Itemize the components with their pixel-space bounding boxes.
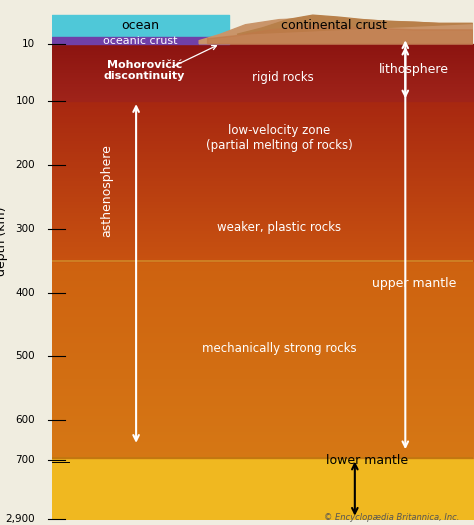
Text: © Encyclopædia Britannica, Inc.: © Encyclopædia Britannica, Inc. — [324, 513, 460, 522]
Text: low-velocity zone
(partial melting of rocks): low-velocity zone (partial melting of ro… — [206, 124, 353, 152]
Text: 2,900: 2,900 — [6, 513, 35, 523]
Polygon shape — [237, 15, 473, 34]
Polygon shape — [208, 26, 473, 44]
Text: 600: 600 — [16, 415, 35, 425]
Text: 700: 700 — [16, 455, 35, 465]
Text: 400: 400 — [16, 288, 35, 298]
Text: continental crust: continental crust — [281, 19, 387, 33]
Text: rigid rocks: rigid rocks — [253, 70, 314, 83]
Text: oceanic crust: oceanic crust — [103, 36, 178, 46]
Text: weaker, plastic rocks: weaker, plastic rocks — [217, 221, 341, 234]
Text: 500: 500 — [16, 351, 35, 361]
Text: lithosphere: lithosphere — [379, 63, 449, 76]
Text: mechanically strong rocks: mechanically strong rocks — [202, 342, 356, 355]
Text: ocean: ocean — [121, 19, 159, 33]
Text: asthenosphere: asthenosphere — [100, 144, 113, 237]
Text: upper mantle: upper mantle — [372, 277, 456, 290]
Text: Mohorovičić
discontinuity: Mohorovičić discontinuity — [104, 60, 185, 81]
Polygon shape — [199, 18, 473, 44]
Text: 300: 300 — [16, 224, 35, 234]
Text: 200: 200 — [16, 160, 35, 170]
Text: 10: 10 — [22, 39, 35, 49]
Text: 100: 100 — [16, 96, 35, 106]
Text: lower mantle: lower mantle — [327, 454, 409, 467]
Text: depth (km): depth (km) — [0, 206, 8, 276]
